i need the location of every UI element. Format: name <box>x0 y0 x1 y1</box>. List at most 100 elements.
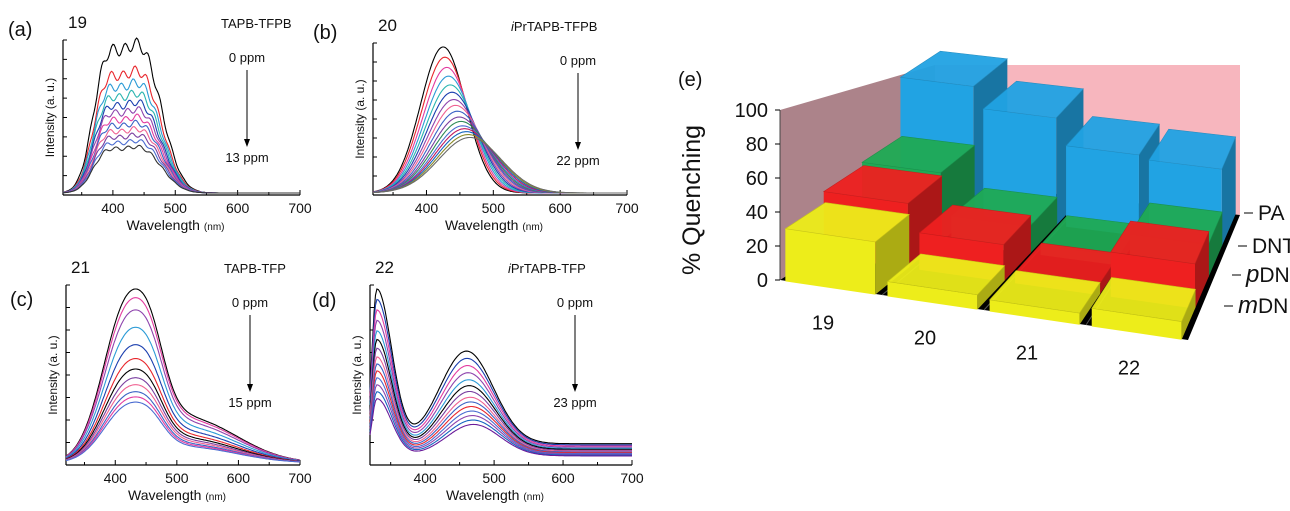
x-tick-label: 500 <box>482 200 506 216</box>
sample-number: 20 <box>378 16 397 35</box>
series-prefix: p <box>1245 261 1259 288</box>
bar-top <box>886 253 1006 296</box>
bar-top <box>822 165 943 204</box>
bar-front <box>887 281 978 310</box>
z-tick-label: 20 <box>746 236 768 258</box>
compound-base: TAPB-TFPB <box>221 16 292 31</box>
bar-side <box>1003 215 1031 282</box>
series-label: pDNB <box>1245 261 1290 288</box>
spectrum-curve-9 <box>369 370 632 454</box>
z-axis-label: % Quenching <box>678 125 706 275</box>
x-tick-label: 700 <box>288 470 312 486</box>
bar-top <box>861 135 976 174</box>
panel-label: (d) <box>312 290 336 312</box>
spectrum-curve-5 <box>369 338 632 450</box>
x-axis-unit: (nm) <box>523 492 544 503</box>
spectrum-curve-6 <box>369 347 632 451</box>
arrow-start-label: 0 ppm <box>232 295 268 310</box>
quench-arrowhead <box>247 384 253 392</box>
series-label: PA <box>1258 202 1284 225</box>
x-tick-label: 500 <box>482 470 506 486</box>
spectrum-curve-7 <box>369 356 632 452</box>
x-tick-label: 400 <box>104 470 128 486</box>
arrow-end-label: 22 ppm <box>556 153 599 168</box>
compound-prefix: i <box>508 261 512 276</box>
arrow-start-label: 0 ppm <box>560 53 596 68</box>
spectrum-curve-12 <box>369 391 632 456</box>
bar-front <box>1091 308 1182 340</box>
x-axis-unit: (nm) <box>522 222 543 233</box>
z-tick-label: 60 <box>746 168 768 190</box>
category-label: 19 <box>812 313 834 335</box>
bar-top <box>1110 220 1210 265</box>
spectrum-curve-3 <box>65 326 301 462</box>
quench-arrowhead <box>575 142 581 150</box>
panel-label: (c) <box>10 289 33 311</box>
spectrum-curve-8 <box>65 384 300 463</box>
bar-side <box>1029 197 1058 254</box>
x-axis-label: Wavelength (nm) <box>128 487 226 503</box>
y-axis-label: Intensity (a. u.) <box>43 78 57 157</box>
x-tick-label: 600 <box>551 470 575 486</box>
bar-side <box>875 214 910 295</box>
spectrum-curve-11 <box>65 401 300 463</box>
spectrum-curve-1 <box>65 297 301 461</box>
series-label: mDNB <box>1238 292 1290 319</box>
compound-name: iPrTAPB-TFPB <box>511 19 597 34</box>
quench-arrowhead <box>244 139 250 147</box>
category-label: 21 <box>1016 343 1038 365</box>
x-tick-label: 600 <box>548 200 572 216</box>
bar-front <box>785 228 876 295</box>
x-axis-label: Wavelength (nm) <box>127 217 225 233</box>
spectrum-panel-c: 400 500 600 700 Wavelength (nm) Intensity (a. … <box>10 258 312 503</box>
x-axis-label: Wavelength (nm) <box>445 217 543 233</box>
spectrum-curve-2 <box>65 309 301 461</box>
bar-side <box>1221 136 1236 247</box>
quench-arrowhead <box>572 384 578 392</box>
series-name: DNB <box>1259 264 1290 287</box>
sample-number: 21 <box>71 258 90 277</box>
x-axis-unit: (nm) <box>205 492 226 503</box>
spectrum-curve-6 <box>65 368 301 462</box>
series-name: PA <box>1258 202 1284 225</box>
z-tick-label: 100 <box>735 100 768 122</box>
bar-top <box>899 50 1009 87</box>
sample-number: 22 <box>375 258 394 277</box>
spectrum-curve-4 <box>65 344 301 462</box>
spectrum-curve-0 <box>65 288 301 461</box>
bar-front <box>989 299 1080 325</box>
arrow-start-label: 0 ppm <box>229 50 265 65</box>
spectrum-curve-1 <box>369 298 632 446</box>
spectrum-panel-b: 400 500 600 700 Wavelength (nm) Intensity (a. … <box>313 16 639 233</box>
x-tick-label: 400 <box>415 200 439 216</box>
arrow-end-label: 13 ppm <box>225 150 268 165</box>
arrow-start-label: 0 ppm <box>557 295 593 310</box>
spectrum-curve-8 <box>369 363 632 453</box>
panel-label: (b) <box>313 22 337 44</box>
compound-name: iPrTAPB-TFP <box>508 261 586 276</box>
bar-mDNB-20 <box>886 253 1006 310</box>
arrow-end-label: 15 ppm <box>228 395 271 410</box>
x-tick-label: 700 <box>288 200 312 216</box>
spectrum-curve-2 <box>369 309 632 447</box>
bar-top <box>1091 277 1196 322</box>
bar-mDNB-22 <box>1091 277 1196 340</box>
spectrum-curve-3 <box>369 319 632 448</box>
bar-top <box>989 270 1101 314</box>
spectrum-curve-4 <box>369 330 632 449</box>
x-tick-label: 600 <box>227 470 251 486</box>
spectrum-panel-a: 400 500 600 700 Wavelength (nm) Intensity (a. … <box>8 13 312 233</box>
compound-base: TAPB-TFP <box>224 261 286 276</box>
bar-top <box>784 202 910 243</box>
sample-number: 19 <box>68 13 87 32</box>
spectrum-panel-d: 400 500 600 700 Wavelength (nm) Intensity (a. … <box>312 258 644 503</box>
x-tick-label: 500 <box>165 470 189 486</box>
category-label: 20 <box>914 328 936 350</box>
spectrum-curve-7 <box>65 377 301 463</box>
spectrum-curve-11 <box>369 384 632 455</box>
y-axis-label: Intensity (a. u.) <box>46 335 60 414</box>
panel-label: (e) <box>678 69 702 91</box>
x-tick-label: 600 <box>226 200 250 216</box>
x-tick-label: 400 <box>101 200 125 216</box>
spectrum-curve-15 <box>372 136 627 194</box>
